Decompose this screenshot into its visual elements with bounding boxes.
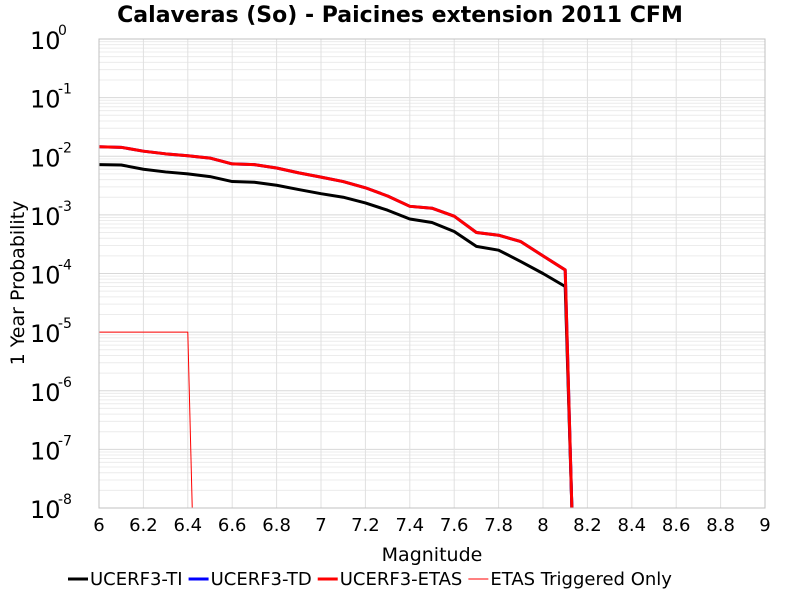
x-tick-labels: 6 6.2 6.4 6.6 6.8 7 7.2 7.4 7.6 7.8 8 8.2 8.4 8.6 8.8 9 xyxy=(93,515,770,536)
y-tick-label: 10 xyxy=(30,203,61,231)
series-line-ucerf3-td xyxy=(98,145,574,509)
y-tick-exponent: -2 xyxy=(58,140,72,156)
x-tick-label: 8.2 xyxy=(573,515,602,536)
y-tick-label: 10 xyxy=(30,496,61,524)
x-tick-label: 8.8 xyxy=(706,515,735,536)
x-tick-label: 7.2 xyxy=(351,515,380,536)
x-tick-label: 6.8 xyxy=(262,515,291,536)
x-tick-label: 6.6 xyxy=(218,515,247,536)
x-tick-label: 6.4 xyxy=(173,515,202,536)
y-tick-label: 10 xyxy=(30,27,61,55)
y-tick-exponent: -8 xyxy=(58,492,72,508)
legend-label-ucerf3-ti: UCERF3-TI xyxy=(90,569,183,590)
x-tick-label: 8.4 xyxy=(617,515,646,536)
x-tick-label: 7.4 xyxy=(395,515,424,536)
grid xyxy=(98,39,766,509)
x-tick-label: 9 xyxy=(759,515,770,536)
x-tick-label: 8.6 xyxy=(662,515,691,536)
legend-label-ucerf3-etas: UCERF3-ETAS xyxy=(340,569,463,590)
series-line-ucerf3-ti xyxy=(98,163,574,509)
y-tick-exponent: -3 xyxy=(58,199,72,215)
y-tick-label: 10 xyxy=(30,86,61,114)
x-axis-label: Magnitude xyxy=(382,544,483,566)
legend-label-ucerf3-td: UCERF3-TD xyxy=(211,569,312,590)
y-tick-label: 10 xyxy=(30,144,61,172)
plot-frame xyxy=(98,38,766,509)
y-tick-label: 10 xyxy=(30,437,61,465)
y-tick-exponent: 0 xyxy=(58,23,67,39)
series-line-etas-triggered-only xyxy=(99,331,193,509)
y-tick-label: 10 xyxy=(30,320,61,348)
y-tick-exponent: -1 xyxy=(58,82,72,98)
x-tick-label: 6 xyxy=(93,515,104,536)
x-tick-label: 6.2 xyxy=(129,515,158,536)
series-line-ucerf3-etas xyxy=(98,145,574,509)
legend: UCERF3-TI UCERF3-TD UCERF3-ETAS ETAS Trigge… xyxy=(68,569,672,590)
y-tick-label: 10 xyxy=(30,379,61,407)
x-tick-label: 7.8 xyxy=(484,515,513,536)
y-tick-exponent: -6 xyxy=(58,375,72,391)
chart-title: Calaveras (So) - Paicines extension 2011… xyxy=(117,3,683,28)
y-tick-label: 10 xyxy=(30,262,61,290)
y-axis-label: 1 Year Probability xyxy=(7,201,29,366)
x-tick-label: 7 xyxy=(315,515,326,536)
x-tick-label: 7.6 xyxy=(440,515,469,536)
series-layer xyxy=(98,145,574,509)
y-tick-exponent: -4 xyxy=(58,258,72,274)
y-tick-exponent: -7 xyxy=(58,433,72,449)
y-tick-exponent: -5 xyxy=(58,316,72,332)
legend-label-etas-triggered-only: ETAS Triggered Only xyxy=(490,569,672,590)
x-tick-label: 8 xyxy=(537,515,548,536)
